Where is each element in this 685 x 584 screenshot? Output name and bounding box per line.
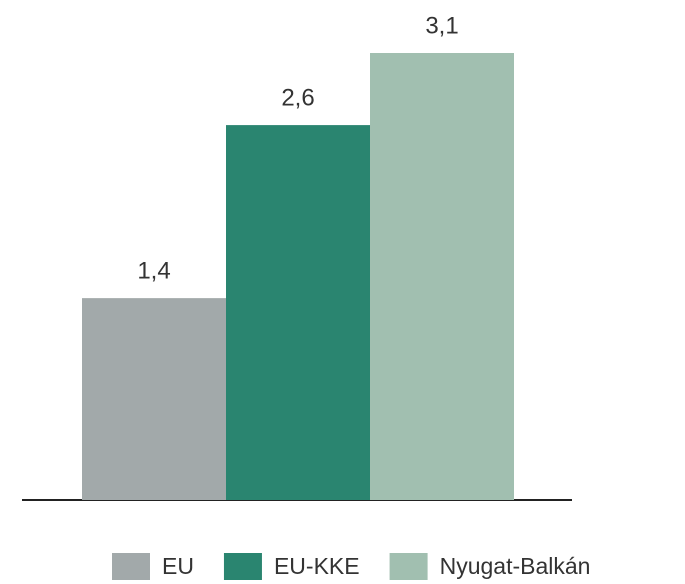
bar	[226, 125, 370, 500]
bar	[82, 298, 226, 500]
legend-label: Nyugat-Balkán	[440, 553, 591, 579]
legend-label: EU-KKE	[274, 553, 360, 579]
bar	[370, 53, 514, 500]
value-label: 3,1	[425, 12, 458, 39]
legend-label: EU	[162, 553, 194, 579]
legend-swatch	[112, 553, 150, 580]
legend-swatch	[223, 553, 262, 580]
value-label: 1,4	[137, 257, 170, 284]
legend-swatch	[389, 553, 428, 580]
value-label: 2,6	[281, 84, 314, 111]
